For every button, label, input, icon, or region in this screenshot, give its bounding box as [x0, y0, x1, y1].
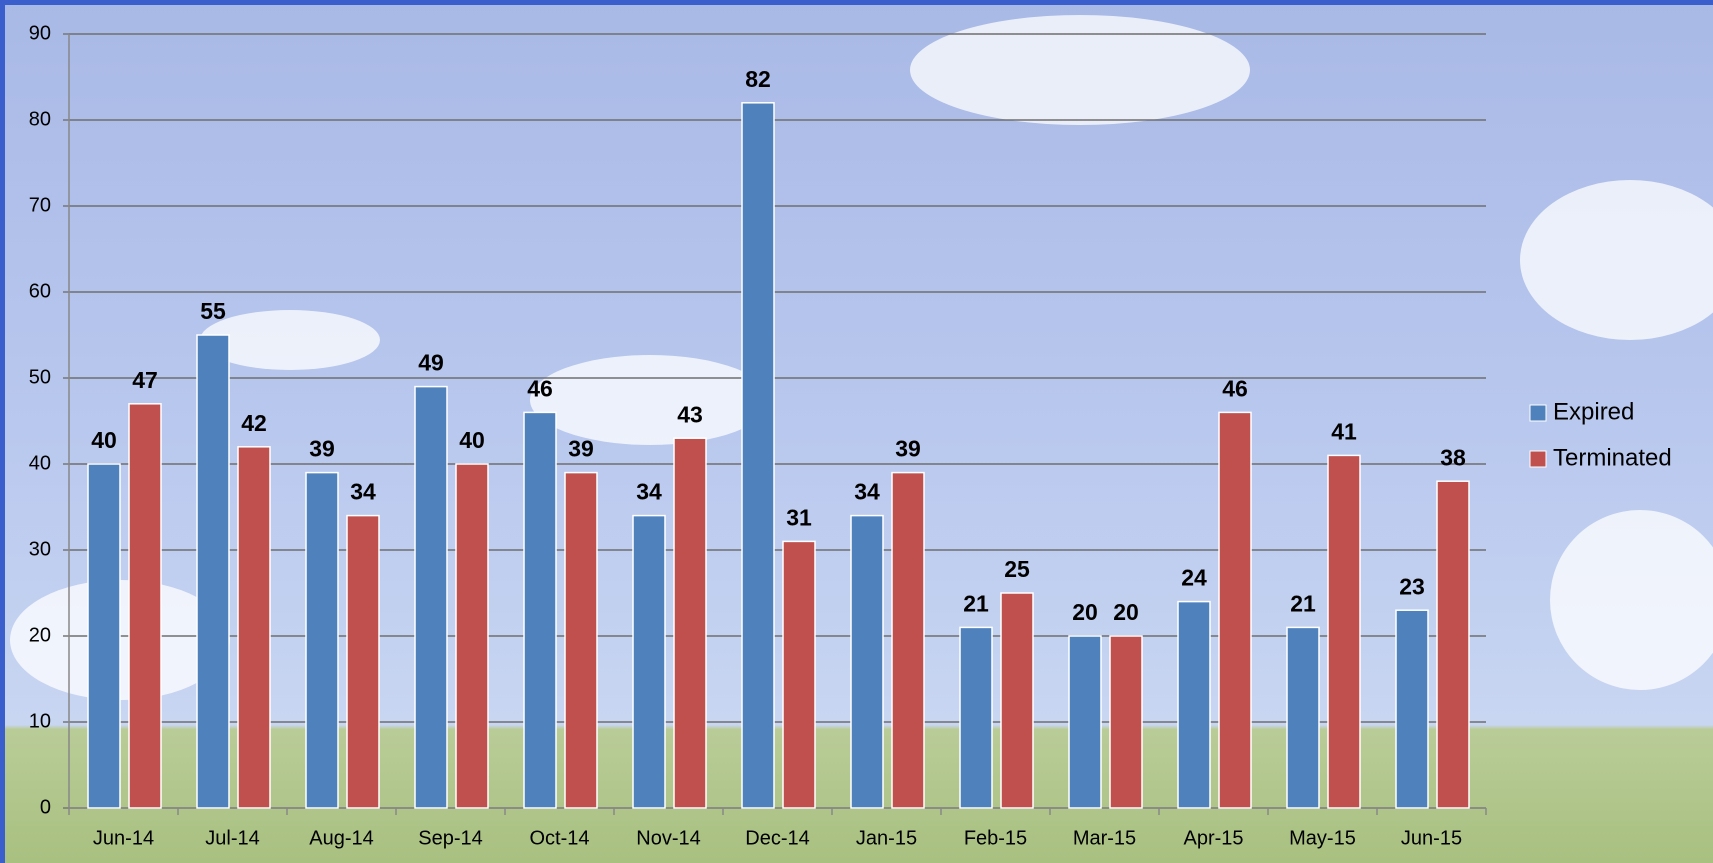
y-tick-label: 40 [29, 452, 51, 474]
data-label: 31 [786, 504, 812, 530]
y-tick-label: 80 [29, 108, 51, 130]
x-tick-label: Jul-14 [205, 827, 259, 849]
x-tick-label: Sep-14 [418, 827, 483, 849]
bar [1436, 480, 1470, 809]
x-tick-label: Jun-15 [1401, 827, 1462, 849]
data-label: 49 [418, 350, 444, 376]
bar [1000, 592, 1034, 809]
bar [1109, 635, 1143, 809]
data-label: 47 [132, 367, 158, 393]
bar [782, 540, 816, 809]
data-label: 46 [1222, 375, 1248, 401]
bar [414, 385, 448, 809]
bar [128, 403, 162, 809]
y-tick-label: 30 [29, 538, 51, 560]
legend-label: Terminated [1553, 444, 1672, 471]
y-tick-label: 50 [29, 366, 51, 388]
data-label: 23 [1399, 573, 1425, 599]
bar [891, 471, 925, 809]
y-tick-label: 20 [29, 624, 51, 646]
bar [1177, 600, 1211, 809]
data-label: 40 [459, 427, 485, 453]
bar [741, 102, 775, 809]
bar [1286, 626, 1320, 809]
bar [87, 463, 121, 809]
bar [632, 514, 666, 809]
legend-swatch [1529, 450, 1547, 468]
bar [1395, 609, 1429, 809]
bar [305, 471, 339, 809]
bar [196, 334, 230, 809]
bar [959, 626, 993, 809]
data-label: 39 [895, 436, 921, 462]
bar [455, 463, 489, 809]
bar [523, 411, 557, 809]
bar [564, 471, 598, 809]
data-label: 43 [677, 401, 703, 427]
x-tick-label: Dec-14 [745, 827, 809, 849]
bar [1218, 411, 1252, 809]
data-label: 20 [1072, 599, 1098, 625]
data-label: 34 [350, 479, 376, 505]
y-tick-label: 10 [29, 710, 51, 732]
legend-label: Expired [1553, 398, 1634, 425]
data-label: 20 [1113, 599, 1139, 625]
data-label: 40 [91, 427, 117, 453]
bar [850, 514, 884, 809]
data-label: 42 [241, 410, 267, 436]
data-label: 25 [1004, 556, 1030, 582]
y-tick-label: 0 [40, 796, 51, 818]
data-label: 38 [1440, 444, 1466, 470]
bar [237, 446, 271, 809]
data-label: 34 [636, 479, 662, 505]
y-tick-label: 90 [29, 22, 51, 44]
x-tick-label: Jun-14 [93, 827, 154, 849]
x-tick-label: May-15 [1289, 827, 1356, 849]
bar [346, 514, 380, 809]
data-label: 34 [854, 479, 880, 505]
legend-swatch [1529, 404, 1547, 422]
x-tick-label: Mar-15 [1073, 827, 1136, 849]
data-label: 41 [1331, 418, 1357, 444]
data-label: 46 [527, 375, 553, 401]
data-label: 21 [963, 590, 989, 616]
left-border [0, 0, 5, 863]
x-tick-label: Nov-14 [636, 827, 700, 849]
data-label: 39 [568, 436, 594, 462]
x-tick-label: Feb-15 [964, 827, 1027, 849]
x-tick-label: Apr-15 [1183, 827, 1243, 849]
x-tick-label: Jan-15 [856, 827, 917, 849]
y-tick-label: 60 [29, 280, 51, 302]
data-label: 24 [1181, 565, 1207, 591]
x-tick-label: Aug-14 [309, 827, 374, 849]
bar [673, 437, 707, 809]
top-border [0, 0, 1713, 5]
y-tick-label: 70 [29, 194, 51, 216]
data-label: 39 [309, 436, 335, 462]
bar [1068, 635, 1102, 809]
data-label: 55 [200, 298, 226, 324]
x-tick-label: Oct-14 [529, 827, 589, 849]
bar [1327, 454, 1361, 809]
data-label: 21 [1290, 590, 1316, 616]
data-label: 82 [745, 66, 771, 92]
